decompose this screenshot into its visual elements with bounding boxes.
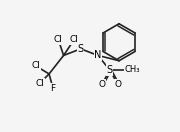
- Text: Cl: Cl: [35, 79, 44, 88]
- Text: N: N: [94, 50, 102, 60]
- Text: Cl: Cl: [54, 35, 63, 44]
- Text: S: S: [78, 44, 84, 54]
- Text: Cl: Cl: [31, 62, 40, 70]
- Text: F: F: [50, 84, 56, 93]
- Text: Cl: Cl: [70, 35, 79, 44]
- Text: O: O: [98, 80, 105, 89]
- Text: S: S: [107, 65, 113, 75]
- Text: CH₃: CH₃: [124, 65, 140, 74]
- Text: O: O: [114, 80, 121, 89]
